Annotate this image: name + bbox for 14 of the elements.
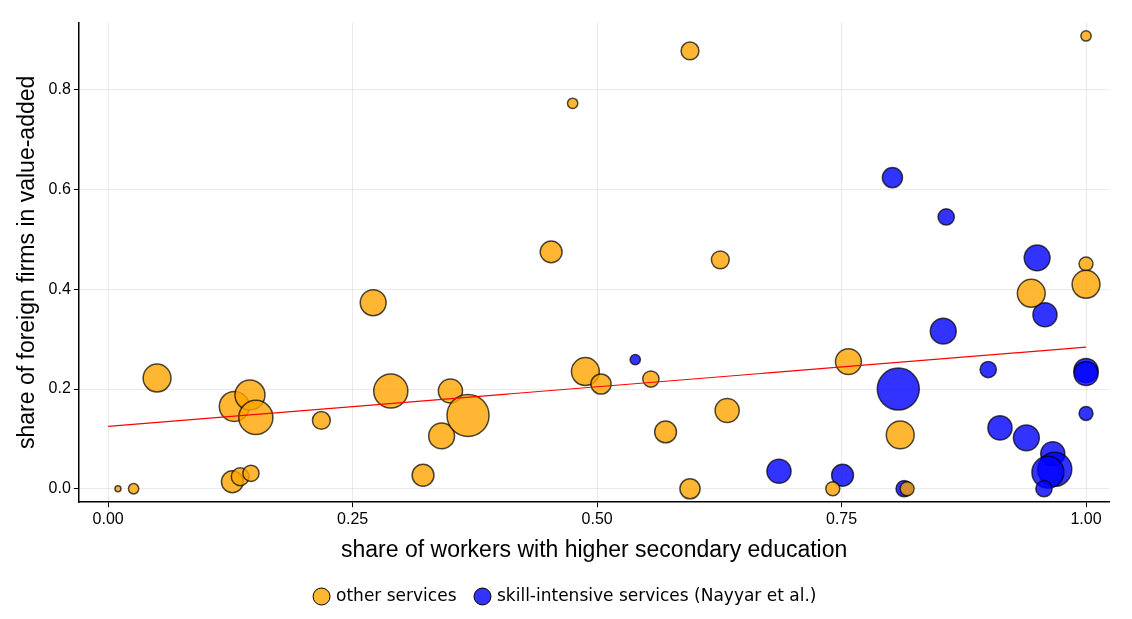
x-tick-label: 0.00	[92, 510, 124, 528]
y-tick-label: 0.0	[48, 479, 71, 497]
x-tick-label: 0.50	[581, 510, 613, 528]
x-tick-label: 0.75	[826, 510, 858, 528]
y-tick-label: 0.6	[48, 179, 71, 197]
x-axis-title: share of workers with higher secondary education	[341, 535, 848, 562]
y-tick-label: 0.4	[48, 279, 71, 297]
x-tick-label: 1.00	[1070, 510, 1102, 528]
x-tick-label: 0.25	[337, 510, 369, 528]
y-axis-title: share of foreign firms in value-added	[13, 75, 40, 450]
legend-label: other services	[336, 584, 457, 605]
y-tick-label: 0.8	[48, 80, 71, 98]
legend-label: skill-intensive services (Nayyar et al.)	[496, 584, 817, 605]
y-tick-label: 0.2	[48, 379, 71, 397]
